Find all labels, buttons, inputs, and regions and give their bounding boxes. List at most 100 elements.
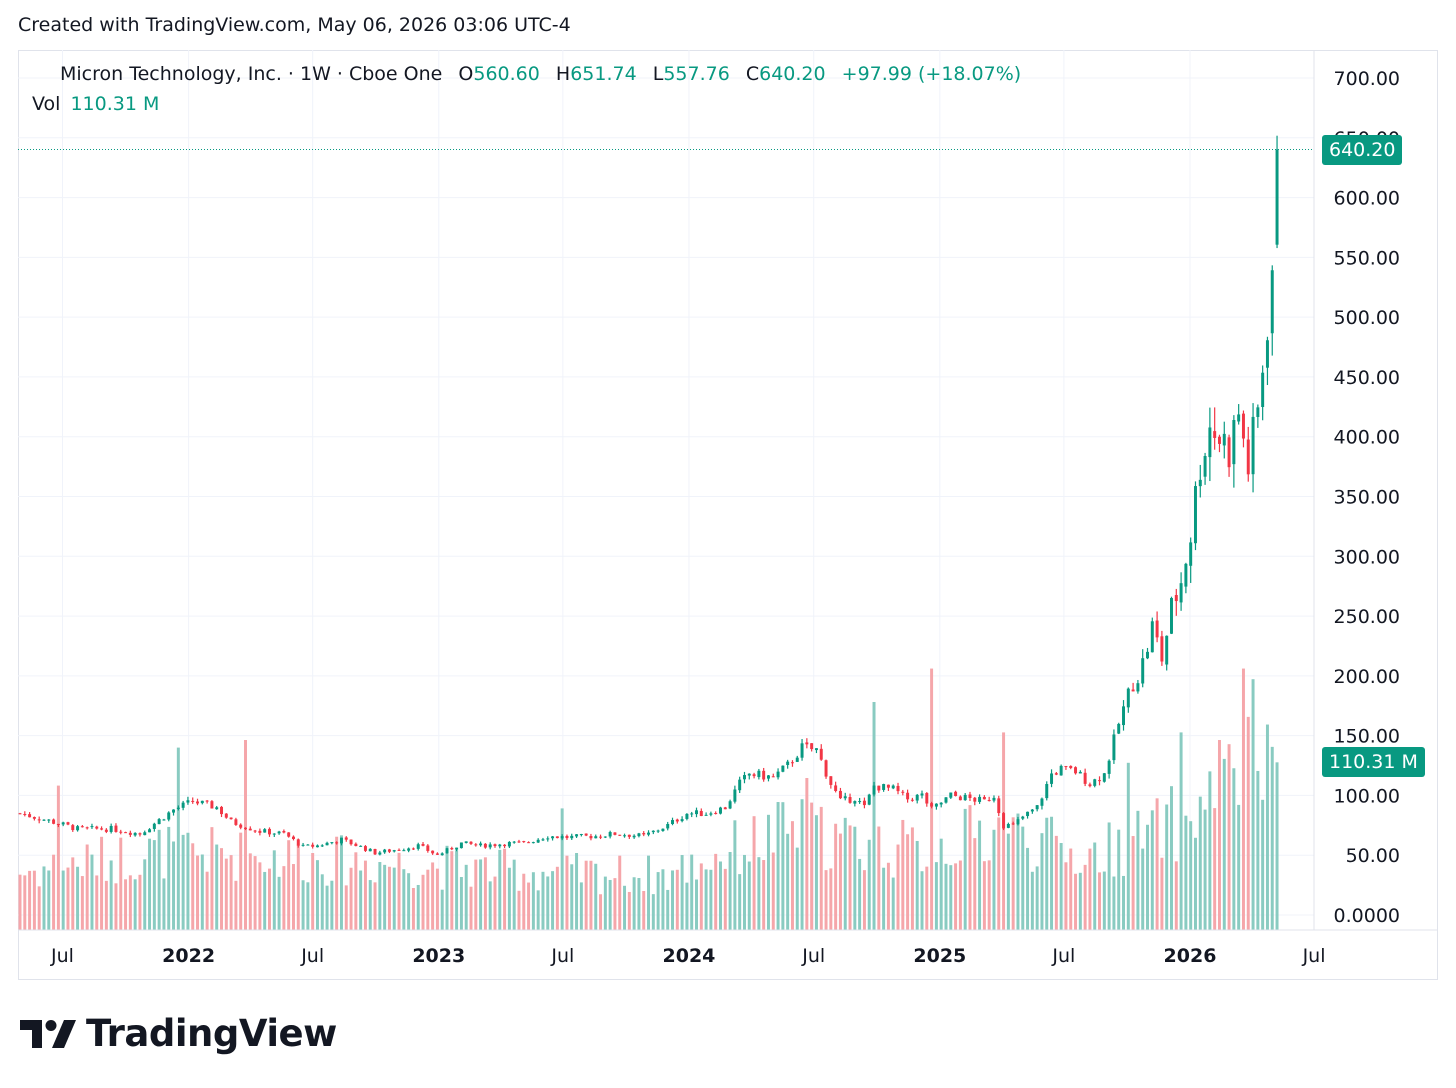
candle-body bbox=[1021, 816, 1025, 819]
candle-body bbox=[872, 785, 876, 795]
candle-body bbox=[248, 828, 252, 831]
candle-body bbox=[339, 837, 343, 844]
symbol-description[interactable]: Micron Technology, Inc. · 1W · Cboe One bbox=[60, 63, 443, 85]
volume-bar bbox=[287, 840, 291, 930]
volume-bar bbox=[474, 859, 478, 930]
volume-bar bbox=[383, 864, 387, 930]
candle-body bbox=[47, 819, 51, 821]
volume-legend: Vol 110.31 M bbox=[32, 93, 159, 115]
volume-bar bbox=[915, 840, 919, 930]
candle-body bbox=[680, 819, 684, 822]
volume-bar bbox=[786, 833, 790, 930]
volume-bar bbox=[421, 874, 425, 930]
volume-bar bbox=[181, 834, 185, 930]
candle-body bbox=[613, 832, 617, 835]
volume-bar bbox=[771, 852, 775, 930]
volume-bar bbox=[618, 855, 622, 930]
volume-bar bbox=[18, 874, 22, 930]
volume-bar bbox=[90, 854, 94, 930]
candle-body bbox=[555, 836, 559, 839]
candle-body bbox=[200, 800, 204, 804]
candle-body bbox=[1170, 598, 1173, 634]
volume-bar bbox=[445, 845, 449, 930]
volume-bar bbox=[282, 866, 286, 930]
candle-body bbox=[359, 845, 363, 847]
volume-bar bbox=[1016, 813, 1020, 930]
volume-bar bbox=[1170, 786, 1173, 930]
volume-bar bbox=[973, 838, 977, 930]
volume-bar bbox=[527, 882, 531, 930]
volume-bar bbox=[210, 827, 214, 930]
price-tick-label: 700.00 bbox=[1334, 68, 1400, 90]
volume-bar bbox=[349, 867, 353, 930]
volume-bar bbox=[330, 880, 334, 930]
candle-body bbox=[1241, 413, 1245, 439]
chart-frame[interactable] bbox=[18, 50, 1438, 980]
candle-body bbox=[704, 814, 708, 816]
candle-body bbox=[152, 823, 156, 829]
volume-bar bbox=[920, 871, 924, 930]
candle-body bbox=[56, 824, 60, 826]
candle-body bbox=[229, 817, 233, 820]
time-tick-label: 2022 bbox=[162, 945, 215, 967]
volume-bar bbox=[76, 866, 80, 930]
volume-bar bbox=[263, 871, 267, 930]
candle-body bbox=[858, 801, 862, 803]
volume-bar bbox=[1251, 679, 1255, 930]
candle-body bbox=[301, 844, 305, 846]
volume-bar bbox=[963, 808, 967, 930]
volume-bar bbox=[1246, 716, 1250, 930]
candle-body bbox=[1146, 651, 1149, 659]
volume-bar bbox=[464, 864, 468, 930]
candle-body bbox=[85, 827, 89, 829]
volume-bar bbox=[215, 844, 219, 930]
candle-body bbox=[714, 812, 718, 814]
volume-bar bbox=[1059, 842, 1063, 930]
volume-bar bbox=[800, 799, 804, 930]
candle-body bbox=[23, 814, 27, 816]
candle-body bbox=[512, 841, 516, 843]
volume-bar bbox=[599, 894, 603, 930]
volume-bar bbox=[719, 861, 722, 930]
candle-body bbox=[383, 849, 387, 853]
candle-body bbox=[431, 850, 435, 854]
volume-bar bbox=[1002, 732, 1006, 930]
candle-body bbox=[421, 843, 425, 846]
volume-bar bbox=[512, 859, 516, 930]
volume-bar bbox=[1189, 821, 1193, 930]
candle-body bbox=[450, 848, 454, 850]
candle-body bbox=[37, 819, 41, 821]
candle-body bbox=[1203, 455, 1207, 477]
candle-body bbox=[1256, 407, 1260, 417]
candle-body bbox=[258, 830, 262, 833]
candle-body bbox=[1155, 620, 1159, 638]
candle-body bbox=[1193, 486, 1197, 544]
candle-body bbox=[1045, 784, 1049, 799]
candle-body bbox=[344, 837, 348, 840]
volume-bar bbox=[742, 854, 746, 930]
candle-body bbox=[416, 844, 420, 849]
candle-body bbox=[349, 839, 353, 845]
candle-body bbox=[1064, 766, 1068, 768]
volume-bar bbox=[455, 850, 459, 930]
time-tick-label: Jul bbox=[550, 945, 574, 967]
volume-bar bbox=[268, 868, 271, 930]
candle-body bbox=[311, 844, 315, 847]
volume-bar bbox=[555, 866, 559, 930]
volume-bar bbox=[1107, 822, 1111, 930]
volume-bar bbox=[838, 833, 842, 930]
candle-body bbox=[392, 850, 396, 852]
candle-body bbox=[363, 846, 367, 851]
candle-body bbox=[1126, 688, 1130, 708]
volume-bar bbox=[1098, 872, 1102, 930]
volume-bar bbox=[651, 894, 655, 930]
volume-bar bbox=[968, 805, 972, 930]
volume-bar bbox=[766, 814, 770, 930]
candle-body bbox=[268, 828, 271, 835]
candle-body bbox=[320, 845, 324, 847]
candle-body bbox=[891, 785, 895, 789]
volume-label[interactable]: Vol bbox=[32, 93, 61, 115]
candle-body bbox=[1270, 270, 1274, 334]
candle-body bbox=[378, 852, 382, 855]
